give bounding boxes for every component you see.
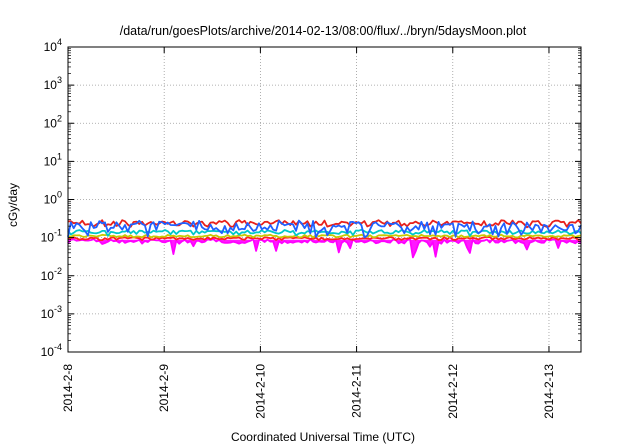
y-axis: 10-4 10-3 10-2 10-1 100 101 102 103 104: [41, 37, 581, 359]
y-axis-label: cGy/day: [6, 183, 20, 227]
x-tick-label: 2014-2-8: [61, 364, 75, 412]
x-tick-label: 2014-2-11: [350, 364, 364, 418]
y-tick-label: 103: [44, 75, 62, 92]
grid: [68, 47, 581, 352]
y-tick-label: 10-4: [41, 342, 62, 359]
x-axis-label: Coordinated Universal Time (UTC): [231, 430, 415, 444]
chart-title: /data/run/goesPlots/archive/2014-02-13/0…: [120, 24, 527, 38]
y-tick-label: 101: [44, 151, 62, 168]
y-tick-label: 10-1: [41, 228, 62, 245]
y-tick-label: 10-2: [41, 266, 62, 283]
y-tick-label: 10-3: [41, 304, 62, 321]
x-tick-label: 2014-2-13: [542, 364, 556, 419]
y-tick-label: 104: [44, 37, 62, 54]
x-tick-label: 2014-2-12: [446, 364, 460, 419]
x-tick-label: 2014-2-10: [253, 364, 267, 419]
series-line-2: [67, 233, 582, 239]
y-tick-label: 102: [44, 113, 62, 130]
series-group: [67, 219, 582, 259]
series-line-3: [67, 228, 582, 237]
x-axis: 2014-2-8 2014-2-9 2014-2-10 2014-2-11 2014-2…: [61, 47, 556, 419]
series-line-5: [67, 219, 582, 239]
series-line-1: [67, 236, 582, 241]
series-line-0: [67, 238, 582, 259]
y-tick-label: 100: [44, 190, 62, 207]
x-tick-label: 2014-2-9: [157, 364, 171, 412]
series-area-0: [68, 239, 581, 258]
plot-frame: [67, 46, 582, 353]
